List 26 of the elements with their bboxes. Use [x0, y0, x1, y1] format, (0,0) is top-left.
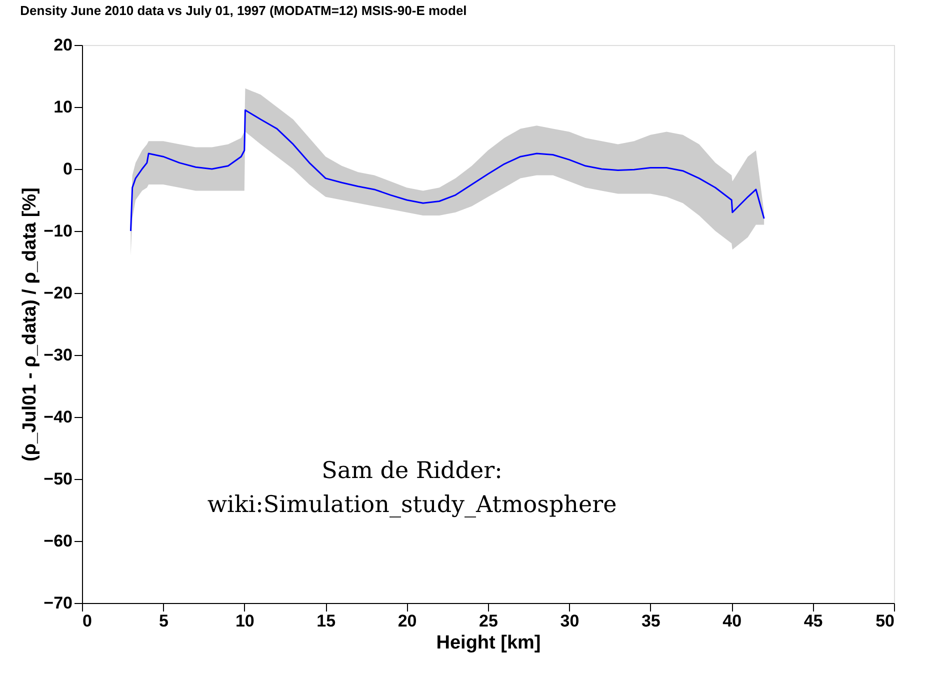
y-tick-label: −40	[44, 408, 72, 426]
line-series	[130, 109, 765, 232]
y-tick-label: 20	[54, 36, 72, 54]
x-tick-label: 15	[316, 612, 336, 630]
y-axis-title: (ρ_Jul01 - ρ_data) / ρ_data [%]	[20, 188, 41, 462]
y-tick-label: −20	[44, 284, 72, 302]
x-tick-label: 0	[82, 612, 92, 630]
y-tick-label: 10	[54, 98, 72, 116]
x-tick-label: 50	[876, 612, 894, 630]
x-tick-label: 20	[398, 612, 417, 630]
x-tick-label: 10	[235, 612, 254, 630]
y-tick-label: −60	[44, 532, 72, 550]
x-tick-label: 30	[560, 612, 580, 630]
chart-title: Density June 2010 data vs July 01, 1997 (MODATM=12) MSIS-90-E model	[20, 3, 467, 18]
x-tick-label: 5	[158, 612, 168, 630]
y-tick-label: −70	[44, 594, 72, 612]
annotation: Sam de Ridder: wiki:Simulation_study_Atmosphere	[207, 458, 617, 518]
x-tick-label: 25	[479, 612, 498, 630]
x-tick-label: 35	[641, 612, 660, 630]
x-axis-title: Height [km]	[436, 632, 541, 654]
y-tick-label: −30	[44, 346, 72, 364]
x-tick-label: 40	[722, 612, 742, 630]
y-tick-label: −10	[44, 222, 72, 240]
y-tick-label: 0	[63, 160, 72, 178]
x-tick-label: 45	[804, 612, 823, 630]
y-tick-label: −50	[44, 470, 72, 488]
